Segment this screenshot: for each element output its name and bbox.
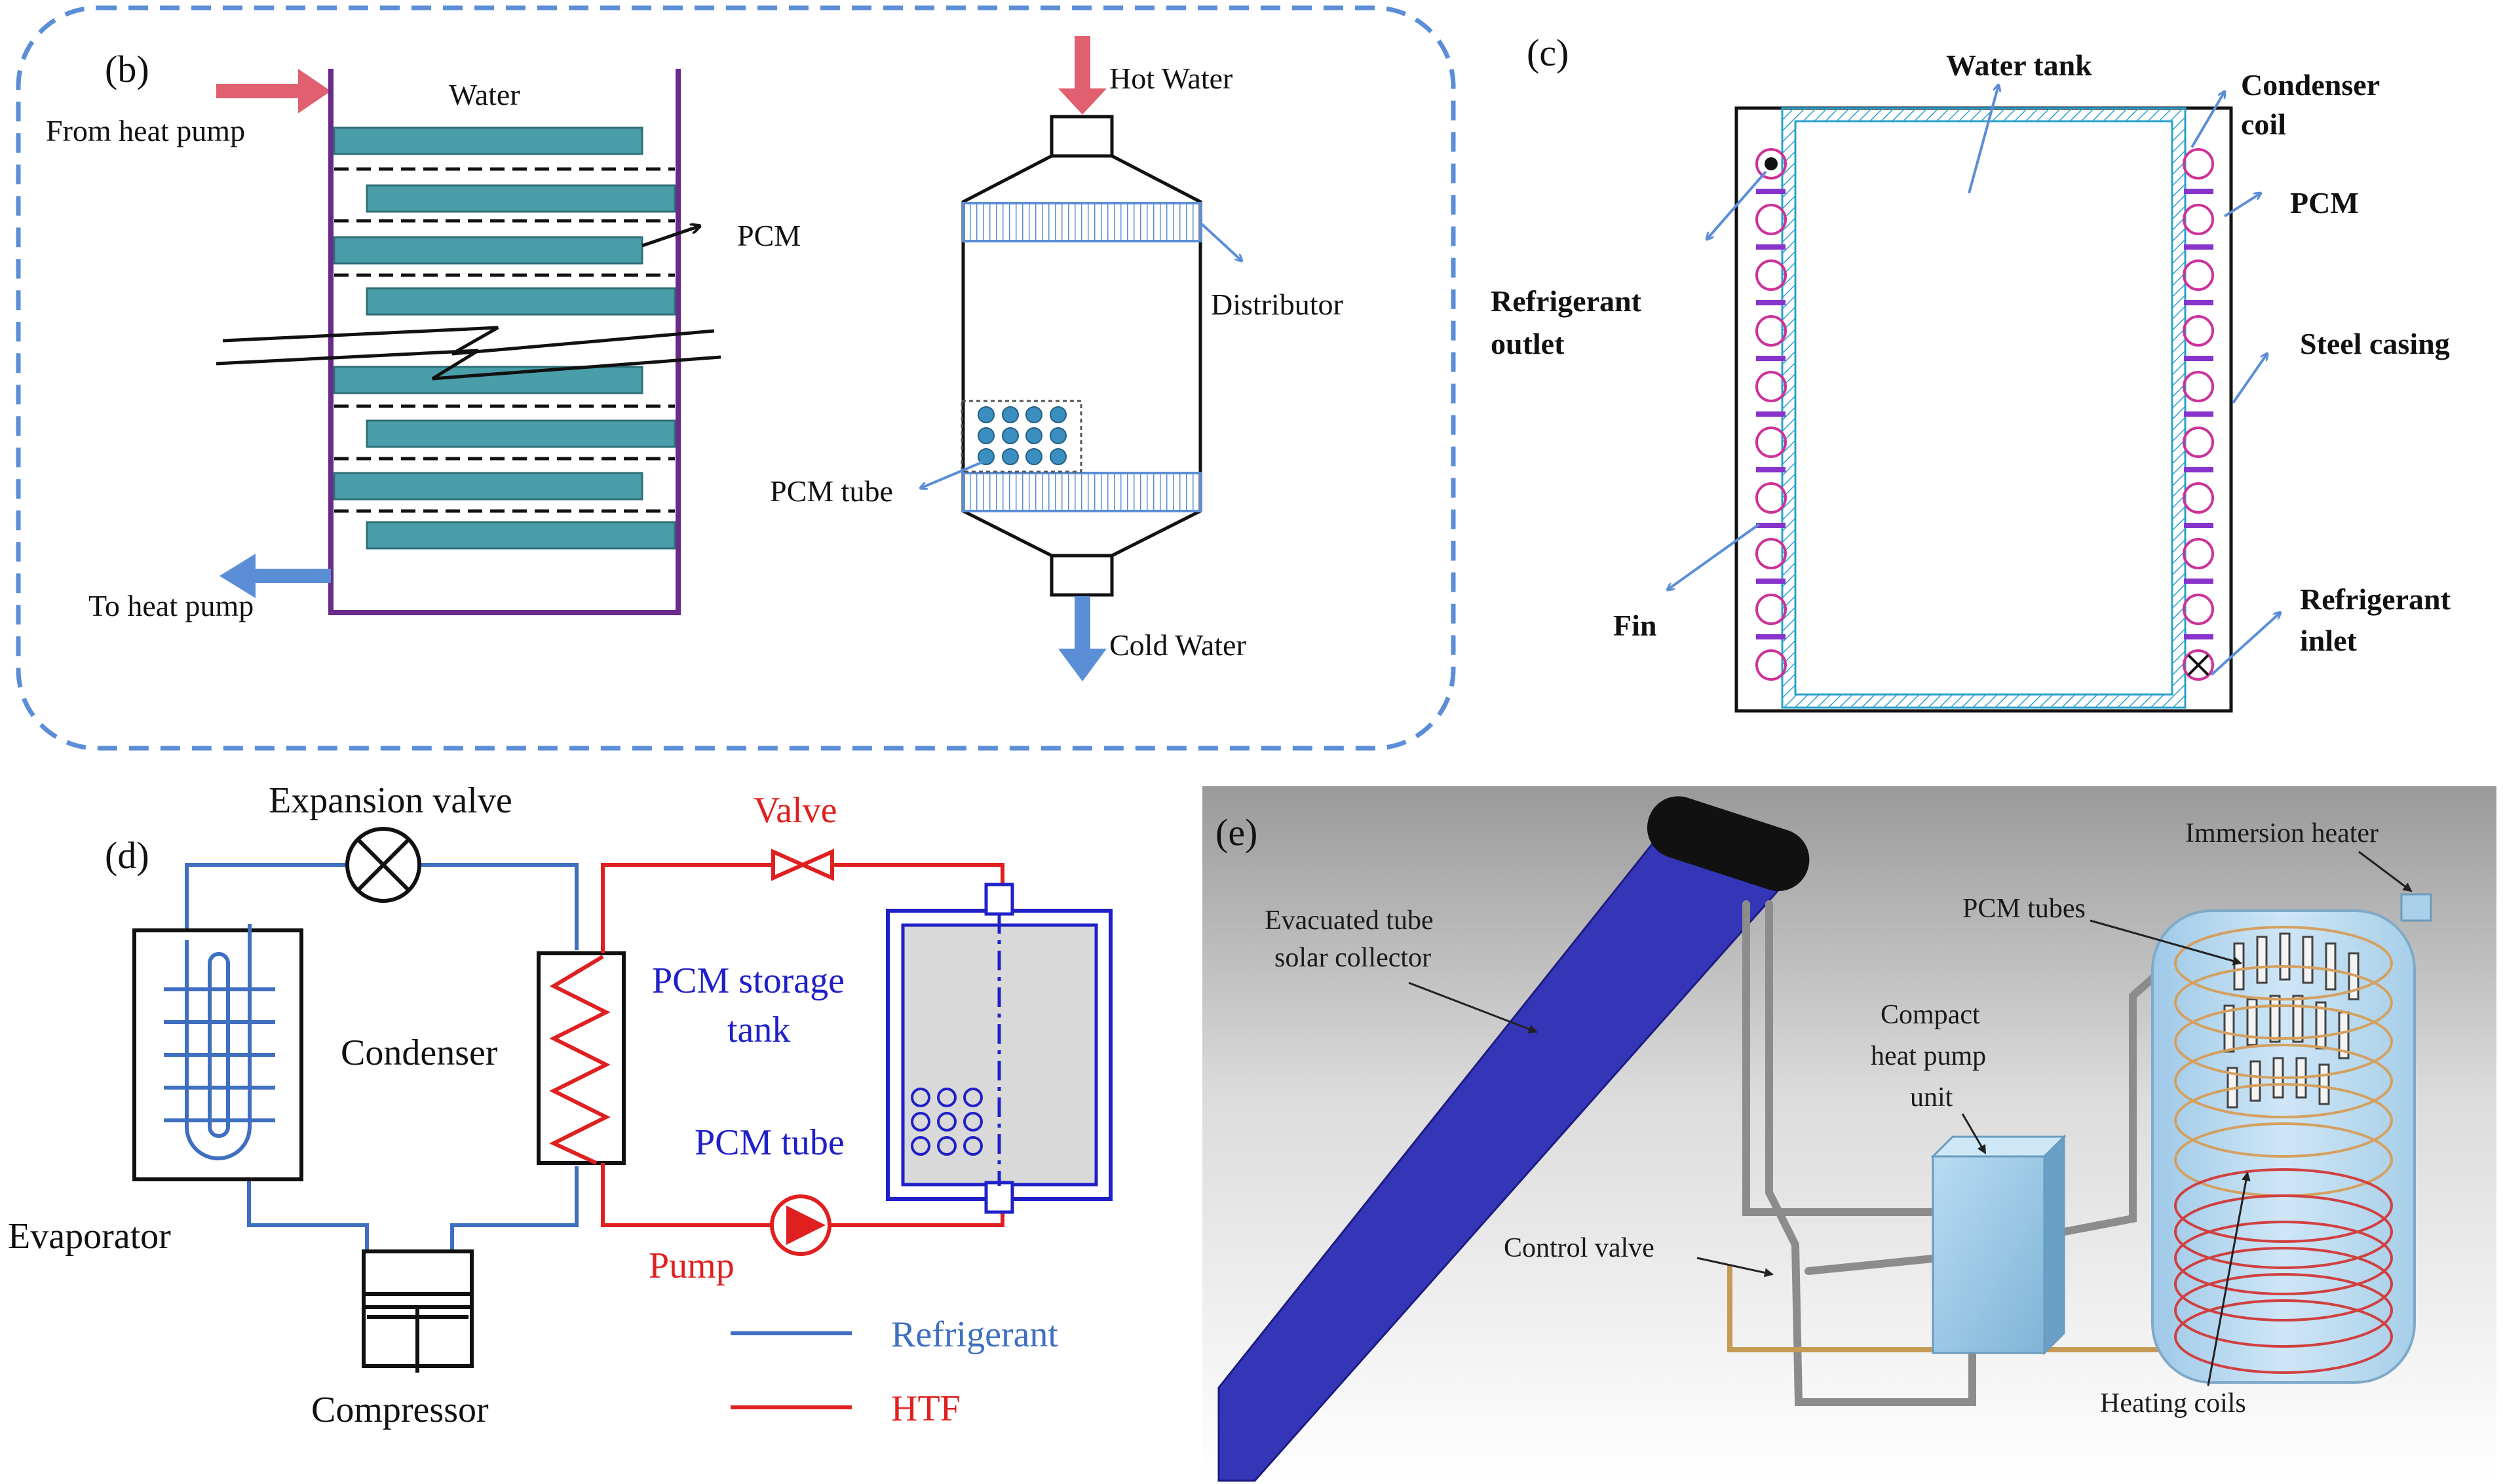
distributor-bottom — [962, 472, 1202, 512]
evaporator-coil — [164, 924, 275, 1160]
vessel-wall — [328, 69, 681, 615]
heating-coils-label: Heating coils — [2100, 1388, 2246, 1418]
pcm-pointer-c — [2223, 193, 2261, 218]
pcm-tube-label-b: PCM tube — [770, 474, 893, 508]
refrigerant-outlet-pointer — [1707, 170, 1767, 239]
panel-e-tag: (e) — [1215, 811, 1257, 854]
cold-water-arrow — [1058, 596, 1107, 681]
steel-casing-pointer — [2232, 354, 2267, 404]
pcm-tube-label-d: PCM tube — [695, 1122, 845, 1163]
condenser-coils-right — [2183, 148, 2214, 681]
water-label: Water — [449, 78, 520, 111]
cold-water-label: Cold Water — [1109, 628, 1246, 662]
panel-c-tag: (c) — [1527, 31, 1569, 74]
collector-header — [1647, 796, 1810, 892]
refrigerant-outlet-label-2: outlet — [1491, 327, 1565, 360]
panel-c: (c) — [1491, 31, 2451, 713]
water-tank-pointer — [1968, 85, 1998, 194]
condenser-coil — [549, 955, 611, 1165]
condenser-coil-label-2: coil — [2241, 107, 2286, 141]
refrigerant-inlet-cross — [2187, 654, 2209, 676]
heating-coils-lower — [2174, 1168, 2393, 1374]
to-heat-pump-label: To heat pump — [88, 589, 254, 622]
pump-symbol — [770, 1194, 831, 1256]
panel-b: (b) From heat pump Water — [16, 5, 1456, 751]
valve-label: Valve — [754, 790, 837, 831]
compact-hp-label-1: Compact — [1881, 1000, 1980, 1030]
panel-d: (d) Expansion valve Evaporator — [8, 780, 1113, 1430]
pcm-storage-tank-label-1: PCM storage — [652, 961, 845, 1001]
legend-refrigerant-label: Refrigerant — [891, 1314, 1058, 1355]
refrigerant-inlet-label-1: Refrigerant — [2300, 582, 2451, 616]
compact-hp-label-2: heat pump — [1871, 1041, 1986, 1071]
fins-right — [2184, 189, 2213, 639]
panel-b-dashed-border — [16, 5, 1456, 751]
immersion-heater-label: Immersion heater — [2185, 818, 2379, 848]
evaporator-label: Evaporator — [8, 1216, 171, 1257]
evacuated-tube-pointer — [1408, 981, 1538, 1034]
heat-pump-unit — [1930, 1134, 2067, 1356]
evacuated-tube-label-1: Evacuated tube — [1265, 905, 1434, 936]
pcm-tube-pointer — [921, 461, 984, 488]
control-valve-pointer — [1696, 1257, 1774, 1278]
expansion-valve-label: Expansion valve — [269, 780, 512, 821]
inflow-arrow — [216, 69, 331, 113]
outflow-arrow — [220, 554, 331, 598]
pcm-label-b: PCM — [737, 219, 801, 252]
tank-vessel — [961, 115, 1202, 597]
distributor-label: Distributor — [1211, 288, 1343, 321]
hot-water-label: Hot Water — [1109, 62, 1232, 95]
from-heat-pump-label: From heat pump — [46, 114, 245, 147]
refrigerant-inlet-label-2: inlet — [2300, 624, 2358, 657]
steel-casing-label: Steel casing — [2300, 327, 2450, 360]
pump-label: Pump — [649, 1246, 735, 1286]
compressor-symbol — [362, 1249, 474, 1373]
steel-casing — [1734, 106, 2233, 713]
hot-water-arrow — [1058, 36, 1107, 115]
condenser-coil-pointer — [2190, 92, 2225, 149]
distributor-pointer — [1199, 221, 1242, 261]
pcm-separators — [334, 167, 675, 513]
piping-return — [1742, 900, 2166, 1406]
compact-hp-pointer — [1961, 1113, 1987, 1154]
pcm-tubes-pointer — [2090, 919, 2242, 966]
heating-coils — [2174, 926, 2393, 1197]
pcm-tubes-array — [2223, 932, 2360, 1109]
pcm-tube-circles-d — [911, 1088, 983, 1156]
control-valve-label: Control valve — [1504, 1233, 1654, 1263]
pcm-tubes-label: PCM tubes — [1962, 894, 2086, 924]
panel-d-tag: (d) — [105, 834, 149, 877]
legend: Refrigerant HTF — [731, 1314, 1058, 1429]
expansion-valve-symbol — [345, 827, 421, 903]
htf-valve-symbol — [771, 848, 834, 881]
immersion-heater-pointer — [2358, 850, 2413, 892]
water-tank — [1782, 108, 2185, 708]
panel-b-tag: (b) — [105, 48, 149, 90]
fins-left — [1756, 189, 1786, 639]
fin-pointer — [1668, 523, 1761, 590]
pcm-storage-tank-label-2: tank — [727, 1010, 790, 1050]
pcm-tube-detail-box — [961, 400, 1082, 473]
pcm-plates — [333, 126, 676, 550]
compact-hp-label-3: unit — [1910, 1082, 1953, 1113]
panel-e: (e) — [1202, 786, 2496, 1482]
compressor-label: Compressor — [311, 1390, 489, 1430]
water-tank-label: Water tank — [1946, 48, 2092, 82]
break-lines — [216, 326, 721, 381]
pcm-pointer-arrow — [641, 226, 700, 248]
refrigerant-inlet-pointer — [2210, 613, 2280, 676]
evacuated-tube-label-2: solar collector — [1274, 943, 1431, 973]
fin-label: Fin — [1613, 609, 1656, 642]
legend-htf-label: HTF — [891, 1388, 961, 1429]
refrigerant-outlet-label-1: Refrigerant — [1491, 284, 1642, 318]
pcm-label-c: PCM — [2290, 186, 2359, 219]
heating-coils-pointer — [2207, 1171, 2251, 1386]
condenser-coil-label-1: Condenser — [2241, 68, 2380, 102]
distributor-top — [962, 202, 1202, 242]
condenser-label: Condenser — [341, 1033, 498, 1073]
condenser-coils-left — [1755, 148, 1787, 681]
refrigerant-outlet-dot — [1765, 157, 1778, 170]
pcm-tube-dots — [978, 406, 1067, 465]
